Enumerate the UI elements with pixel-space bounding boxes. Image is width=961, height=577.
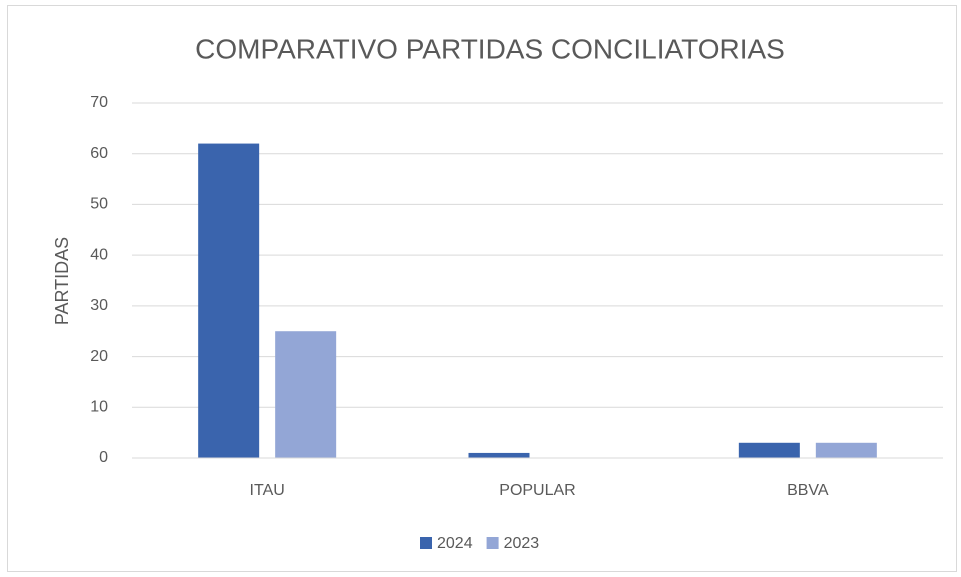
chart-title: COMPARATIVO PARTIDAS CONCILIATORIAS — [195, 33, 785, 64]
y-tick-label: 70 — [90, 94, 108, 111]
y-tick-label: 0 — [99, 449, 108, 466]
y-tick-label: 50 — [90, 196, 108, 213]
bar — [198, 143, 260, 459]
y-tick-label: 40 — [90, 246, 108, 263]
y-tick-label: 20 — [90, 348, 108, 365]
legend-label: 2023 — [504, 535, 540, 552]
bar — [468, 452, 530, 458]
x-tick-label: ITAU — [250, 482, 285, 499]
legend-swatch — [420, 537, 432, 549]
legend-swatch — [486, 537, 499, 549]
bar — [275, 331, 337, 458]
y-tick-label: 10 — [90, 399, 108, 416]
bar — [815, 442, 877, 458]
y-tick-label: 60 — [90, 145, 108, 162]
x-tick-label: POPULAR — [499, 482, 575, 499]
bar — [738, 442, 800, 458]
y-tick-label: 30 — [90, 297, 108, 314]
x-tick-label: BBVA — [787, 482, 829, 499]
y-axis-label: PARTIDAS — [52, 237, 72, 325]
legend-label: 2024 — [437, 535, 473, 552]
chart-border — [7, 5, 957, 572]
